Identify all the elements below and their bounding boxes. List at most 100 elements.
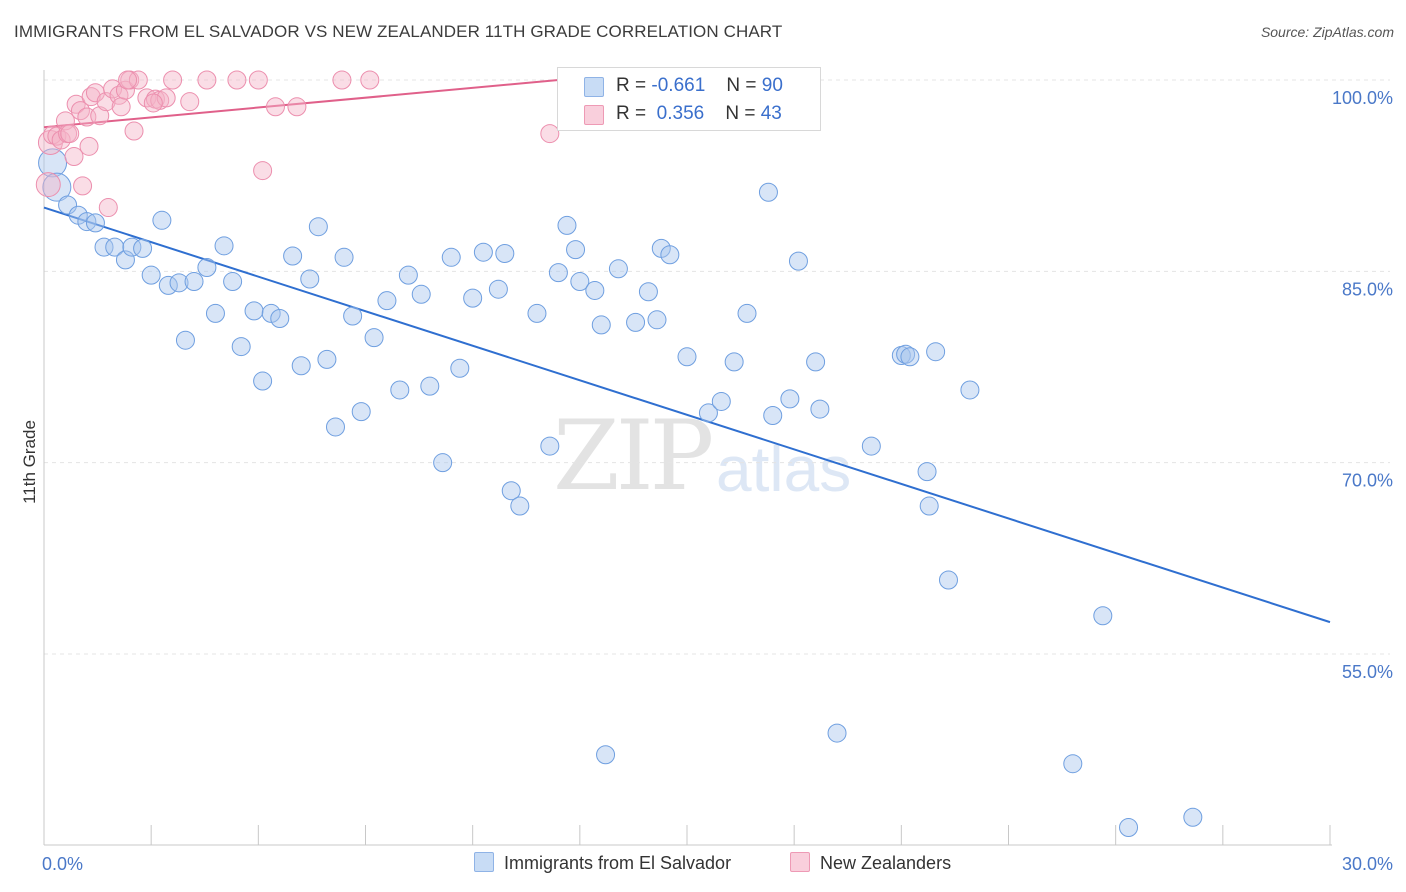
point-el-salvador bbox=[724, 352, 744, 372]
legend-n-value: 90 bbox=[761, 75, 783, 96]
point-new-zealanders bbox=[253, 161, 273, 181]
point-el-salvador bbox=[780, 389, 800, 409]
point-el-salvador bbox=[1063, 754, 1083, 774]
point-new-zealanders bbox=[118, 70, 138, 90]
trend-lines bbox=[43, 79, 1331, 624]
point-el-salvador bbox=[926, 342, 946, 362]
point-el-salvador bbox=[283, 246, 303, 266]
point-new-zealanders bbox=[35, 172, 61, 198]
legend-swatch-new-zealanders bbox=[790, 852, 810, 872]
watermark-zip: ZIP bbox=[553, 400, 714, 512]
point-el-salvador bbox=[626, 312, 646, 332]
point-new-zealanders bbox=[332, 70, 352, 90]
point-el-salvador bbox=[441, 247, 461, 267]
point-el-salvador bbox=[450, 358, 470, 378]
point-el-salvador bbox=[351, 402, 371, 422]
point-new-zealanders bbox=[60, 124, 80, 144]
point-el-salvador bbox=[300, 269, 320, 289]
point-el-salvador bbox=[758, 182, 778, 202]
point-el-salvador bbox=[638, 282, 658, 302]
point-el-salvador bbox=[390, 380, 410, 400]
point-new-zealanders bbox=[73, 176, 93, 196]
data-points bbox=[35, 70, 1203, 837]
x-tick-label: 30.0% bbox=[1342, 854, 1393, 874]
point-el-salvador bbox=[827, 723, 847, 743]
point-el-salvador bbox=[501, 481, 521, 501]
point-el-salvador bbox=[788, 251, 808, 271]
point-el-salvador bbox=[495, 243, 515, 263]
legend-r-value: -0.661 bbox=[651, 75, 706, 96]
chart-source: Source: ZipAtlas.com bbox=[1260, 24, 1394, 40]
legend-swatch-el-salvador bbox=[584, 77, 604, 97]
point-el-salvador bbox=[473, 242, 493, 262]
point-el-salvador bbox=[141, 265, 161, 285]
point-el-salvador bbox=[527, 303, 547, 323]
point-new-zealanders bbox=[128, 70, 148, 90]
legend-series: Immigrants from El Salvador New Zealande… bbox=[0, 852, 1406, 878]
y-tick-label: 100.0% bbox=[1332, 88, 1393, 108]
point-new-zealanders bbox=[156, 88, 176, 108]
point-el-salvador bbox=[244, 301, 264, 321]
point-el-salvador bbox=[377, 291, 397, 311]
point-el-salvador bbox=[214, 236, 234, 256]
tick-labels: 100.0% 85.0% 70.0% 55.0% 0.0% 30.0% bbox=[42, 88, 1393, 874]
y-tick-label: 70.0% bbox=[1342, 471, 1393, 491]
legend-n-label: N = bbox=[725, 103, 756, 124]
point-new-zealanders bbox=[540, 124, 560, 144]
legend-n-label: N = bbox=[726, 75, 757, 96]
trend-line-new-zealanders bbox=[43, 79, 559, 129]
trend-line-el-salvador bbox=[43, 206, 1331, 624]
point-new-zealanders bbox=[109, 85, 129, 105]
point-new-zealanders bbox=[163, 70, 183, 90]
point-el-salvador bbox=[420, 376, 440, 396]
point-el-salvador bbox=[411, 284, 431, 304]
point-new-zealanders bbox=[90, 106, 110, 126]
point-el-salvador bbox=[122, 237, 142, 257]
legend-n-value: 43 bbox=[760, 103, 782, 124]
legend-swatch-el-salvador bbox=[474, 852, 494, 872]
point-el-salvador bbox=[334, 247, 354, 267]
point-new-zealanders bbox=[143, 93, 163, 113]
point-el-salvador bbox=[253, 371, 273, 391]
point-el-salvador bbox=[94, 237, 114, 257]
point-new-zealanders bbox=[265, 97, 285, 117]
point-el-salvador bbox=[317, 349, 337, 369]
point-el-salvador bbox=[291, 356, 311, 376]
y-axis-title: 11th Grade bbox=[20, 420, 39, 504]
point-new-zealanders bbox=[111, 97, 131, 117]
legend-label-el-salvador: Immigrants from El Salvador bbox=[504, 853, 732, 873]
point-new-zealanders bbox=[180, 92, 200, 112]
point-el-salvador bbox=[810, 399, 830, 419]
point-el-salvador bbox=[960, 380, 980, 400]
point-new-zealanders bbox=[360, 70, 380, 90]
point-el-salvador bbox=[133, 238, 153, 258]
y-tick-label: 55.0% bbox=[1342, 662, 1393, 682]
point-el-salvador bbox=[647, 310, 667, 330]
legend-item-el-salvador: Immigrants from El Salvador bbox=[474, 852, 731, 874]
point-el-salvador bbox=[197, 258, 217, 278]
point-el-salvador bbox=[510, 496, 530, 516]
point-el-salvador bbox=[105, 237, 125, 257]
point-el-salvador bbox=[463, 288, 483, 308]
point-new-zealanders bbox=[98, 198, 118, 218]
point-el-salvador bbox=[398, 265, 418, 285]
point-el-salvador bbox=[677, 347, 697, 367]
point-el-salvador bbox=[1119, 817, 1139, 837]
point-el-salvador bbox=[591, 315, 611, 335]
point-el-salvador bbox=[175, 330, 195, 350]
point-new-zealanders bbox=[287, 97, 307, 117]
point-el-salvador bbox=[917, 462, 937, 482]
point-el-salvador bbox=[433, 453, 453, 473]
point-el-salvador bbox=[938, 570, 958, 590]
point-el-salvador bbox=[711, 391, 731, 411]
point-el-salvador bbox=[343, 306, 363, 326]
point-el-salvador bbox=[557, 215, 577, 235]
point-el-salvador bbox=[115, 250, 135, 270]
point-el-salvador bbox=[608, 259, 628, 279]
point-new-zealanders bbox=[197, 70, 217, 90]
point-el-salvador bbox=[566, 240, 586, 260]
point-el-salvador bbox=[38, 148, 68, 178]
point-el-salvador bbox=[308, 217, 328, 237]
point-el-salvador bbox=[205, 303, 225, 323]
